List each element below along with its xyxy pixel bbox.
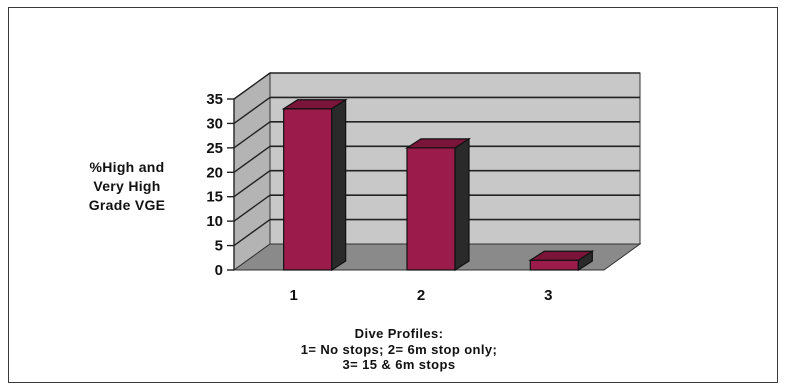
gridline-side bbox=[233, 72, 271, 100]
bar-3 bbox=[528, 250, 595, 272]
gridline-side bbox=[233, 145, 271, 173]
y-tick-label: 30 bbox=[206, 115, 223, 132]
bar-chart: 0 5 10 15 20 25 30 35 1 2 3 bbox=[206, 72, 642, 304]
bar-1 bbox=[281, 98, 348, 272]
bar-front bbox=[283, 108, 333, 271]
gridline-side bbox=[233, 96, 271, 124]
bar-top bbox=[404, 138, 472, 149]
y-tick-label: 5 bbox=[215, 238, 223, 255]
x-axis-label-line-2: 1= No stops; 2= 6m stop only; bbox=[300, 341, 498, 357]
y-tick-label: 25 bbox=[206, 140, 223, 157]
x-tick-label: 2 bbox=[417, 287, 425, 304]
y-tick-label: 0 bbox=[215, 262, 223, 279]
y-axis-label-line-3: Grade VGE bbox=[88, 197, 166, 213]
y-tick-label: 10 bbox=[206, 213, 223, 230]
y-axis-label-line-1: %High and bbox=[89, 159, 165, 175]
y-axis-ticks: 0 5 10 15 20 25 30 35 bbox=[206, 91, 235, 279]
bar-side bbox=[331, 98, 347, 272]
bars bbox=[281, 98, 595, 272]
y-tick-label: 20 bbox=[206, 164, 223, 181]
gridline-side bbox=[233, 219, 271, 247]
bar-2 bbox=[404, 137, 472, 272]
x-axis-label-line-1: Dive Profiles: bbox=[354, 326, 444, 341]
x-tick-label: 3 bbox=[544, 287, 552, 304]
bar-front bbox=[529, 259, 579, 271]
x-tick-label: 1 bbox=[289, 287, 297, 304]
y-tick-label: 15 bbox=[206, 189, 223, 206]
gridline-side bbox=[233, 194, 271, 222]
bar-side bbox=[454, 137, 470, 272]
x-axis-ticks: 1 2 3 bbox=[289, 287, 552, 304]
gridline-side bbox=[233, 121, 271, 149]
side-wall bbox=[233, 72, 271, 271]
y-axis-label: %High and Very High Grade VGE bbox=[57, 158, 197, 215]
gridline-side bbox=[233, 170, 271, 198]
bar-front bbox=[406, 147, 456, 271]
x-axis-label-line-3: 3= 15 & 6m stops bbox=[342, 357, 456, 372]
chart-frame: 0 5 10 15 20 25 30 35 1 2 3 %High and Very High G… bbox=[8, 7, 778, 383]
y-axis-label-line-2: Very High bbox=[93, 178, 161, 194]
x-axis-label: Dive Profiles: 1= No stops; 2= 6m stop o… bbox=[229, 326, 569, 373]
bar-top bbox=[528, 250, 595, 261]
y-tick-label: 35 bbox=[206, 91, 223, 108]
bar-top bbox=[281, 99, 348, 110]
